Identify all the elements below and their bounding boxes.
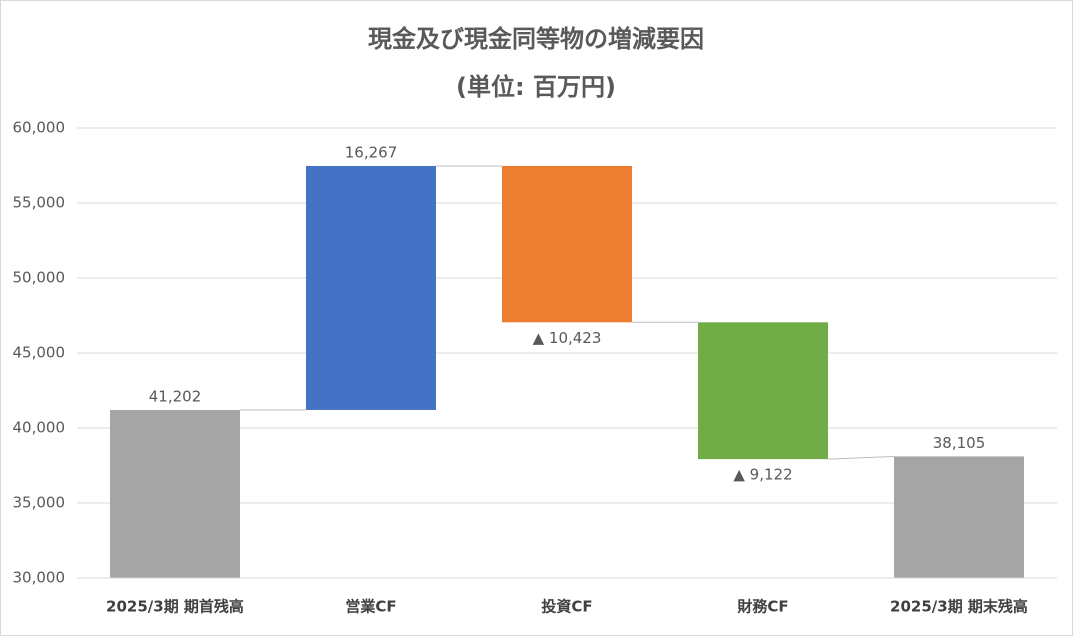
- chart-title: 現金及び現金同等物の増減要因: [368, 25, 704, 53]
- y-tick-label: 50,000: [13, 269, 66, 287]
- x-tick-label: 営業CF: [345, 598, 396, 616]
- x-tick-label: 投資CF: [541, 598, 592, 616]
- y-tick-label: 30,000: [13, 569, 66, 587]
- x-tick-label: 財務CF: [736, 598, 788, 616]
- bar: [110, 409, 240, 578]
- value-label: 41,202: [149, 387, 202, 405]
- x-tick-label: 2025/3期 期末残高: [890, 598, 1028, 616]
- bar: [306, 165, 436, 410]
- y-tick-label: 55,000: [13, 194, 66, 212]
- connector: [827, 455, 895, 460]
- y-tick-label: 40,000: [13, 419, 66, 437]
- x-tick-label: 2025/3期 期首残高: [106, 598, 244, 616]
- bar: [502, 165, 632, 323]
- y-tick-label: 45,000: [13, 344, 66, 362]
- bar: [894, 456, 1024, 578]
- value-label: 16,267: [345, 143, 398, 161]
- value-label: ▲ 9,122: [733, 466, 792, 484]
- y-tick-label: 35,000: [13, 494, 66, 512]
- value-label: 38,105: [933, 434, 986, 452]
- bar: [698, 322, 828, 460]
- chart-subtitle: (単位: 百万円): [456, 73, 616, 101]
- y-tick-label: 60,000: [13, 119, 66, 137]
- value-label: ▲ 10,423: [533, 329, 602, 347]
